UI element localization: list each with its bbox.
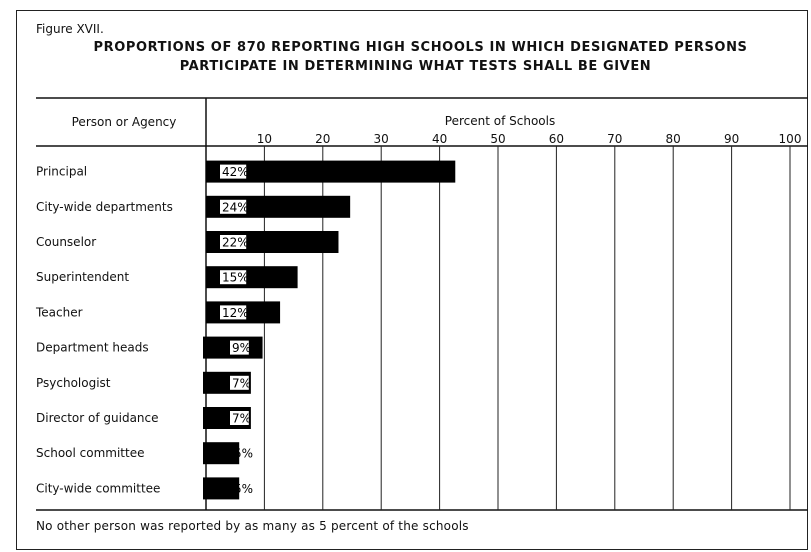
x-axis-label: Percent of Schools	[445, 114, 555, 128]
data-label-box	[230, 340, 249, 355]
data-label: 24%	[222, 200, 249, 214]
bar	[203, 442, 240, 465]
category-label: City-wide committee	[36, 481, 160, 495]
category-label: Principal	[36, 165, 87, 179]
category-label: Teacher	[35, 305, 83, 319]
category-label: School committee	[36, 446, 144, 460]
tick-label: 40	[432, 132, 447, 146]
tick-label: 20	[315, 132, 330, 146]
data-label-box	[220, 235, 247, 249]
category-label: Psychologist	[36, 376, 111, 390]
data-label-box	[220, 305, 247, 320]
chart-title-line-2: PARTICIPATE IN DETERMINING WHAT TESTS SH…	[179, 59, 652, 74]
data-label: 12%	[222, 306, 249, 320]
footnote: No other person was reported by as many …	[36, 519, 469, 533]
tick-label: 100	[779, 132, 802, 146]
data-label: 7%	[232, 376, 251, 390]
tick-label: 50	[490, 132, 505, 146]
data-label-box	[220, 270, 247, 285]
data-label: 5%	[234, 447, 253, 461]
tick-labels: 10 20 30 40 50 60 70 80 90 100	[257, 132, 802, 146]
tick-label: 90	[724, 132, 739, 146]
data-label: 5%	[234, 482, 253, 496]
data-label: 22%	[222, 236, 249, 250]
data-label-box	[220, 164, 247, 179]
category-label: Counselor	[36, 235, 96, 249]
category-labels: Principal City-wide departments Counselor S…	[35, 165, 173, 496]
data-labels: 42% 24% 22% 15% 12% 9% 7% 7% 5% 5%	[220, 164, 253, 496]
data-label: 15%	[222, 271, 249, 285]
data-label-box	[230, 411, 249, 425]
column-header: Person or Agency	[72, 115, 177, 129]
chart-title-line-1: PROPORTIONS OF 870 REPORTING HIGH SCHOOL…	[93, 40, 748, 55]
category-label: City-wide departments	[36, 200, 173, 214]
tick-label: 30	[374, 132, 389, 146]
tick-label: 60	[549, 132, 564, 146]
data-label: 9%	[232, 341, 251, 355]
category-label: Superintendent	[36, 270, 129, 284]
bar	[206, 160, 456, 183]
category-label: Department heads	[36, 341, 149, 355]
data-label-box	[230, 375, 249, 390]
data-label-box	[220, 199, 247, 214]
figure-label: Figure XVII.	[36, 22, 104, 36]
tick-label: 10	[257, 132, 272, 146]
gridlines	[263, 146, 791, 510]
bar	[203, 477, 240, 500]
figure-frame	[16, 10, 808, 550]
category-label: Director of guidance	[36, 411, 159, 425]
data-label: 7%	[232, 412, 251, 426]
tick-label: 70	[607, 132, 622, 146]
bar	[206, 266, 298, 289]
data-label: 42%	[222, 165, 249, 179]
tick-label: 80	[666, 132, 681, 146]
